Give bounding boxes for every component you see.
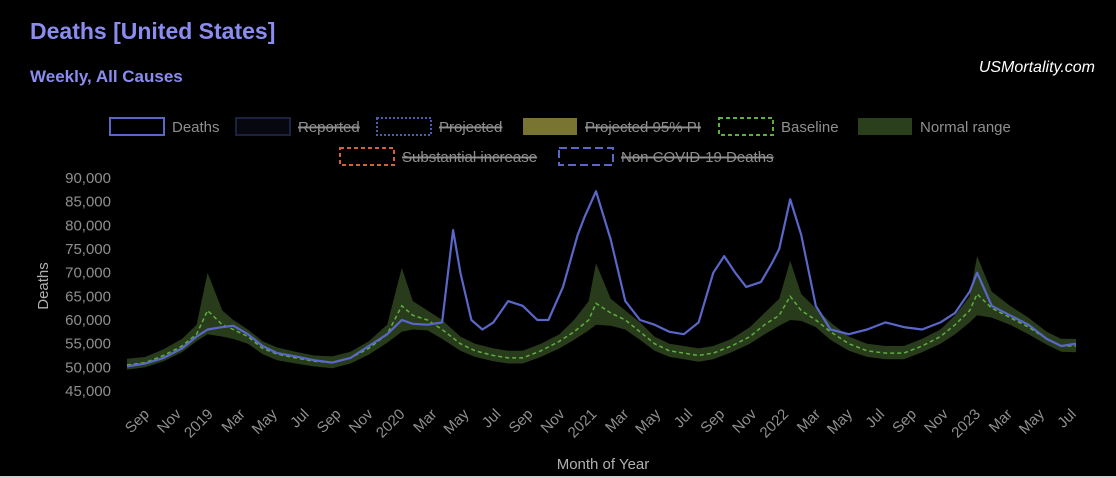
y-tick-label: 80,000 bbox=[65, 217, 111, 234]
x-tick-label: May bbox=[1016, 405, 1048, 437]
x-tick-label: 2019 bbox=[181, 406, 217, 442]
legend-swatch bbox=[339, 147, 395, 166]
x-tick-label: Nov bbox=[154, 405, 185, 436]
deaths-line bbox=[126, 190, 1077, 368]
legend-label: Normal range bbox=[920, 119, 1011, 136]
x-tick-label: Nov bbox=[729, 405, 760, 436]
legend-swatch bbox=[858, 118, 912, 135]
y-tick-label: 60,000 bbox=[65, 312, 111, 329]
legend: Deaths Reported Projected Projected 95% PI B… bbox=[109, 117, 1011, 166]
normal-range-band-group bbox=[127, 256, 1076, 370]
deaths-line-group bbox=[126, 190, 1077, 368]
x-tick-label: Mar bbox=[986, 406, 1016, 436]
x-tick-label: Sep bbox=[314, 406, 345, 437]
x-tick-label: 2020 bbox=[373, 406, 409, 442]
x-tick-label: Mar bbox=[410, 406, 440, 436]
x-tick-label: 2022 bbox=[757, 406, 793, 442]
x-tick-label: Nov bbox=[346, 405, 377, 436]
x-tick-label: Sep bbox=[889, 406, 920, 437]
y-tick-label: 75,000 bbox=[65, 241, 111, 258]
x-tick-label: Mar bbox=[602, 406, 632, 436]
site-watermark: USMortality.com bbox=[978, 59, 1095, 76]
x-tick-label: May bbox=[632, 405, 664, 437]
x-tick-label: Sep bbox=[697, 406, 728, 437]
x-tick-label: May bbox=[824, 405, 856, 437]
x-axis-title: Month of Year bbox=[557, 456, 650, 473]
x-tick-label: Jul bbox=[479, 406, 505, 432]
x-tick-label: Sep bbox=[122, 406, 153, 437]
chart-subtitle: Weekly, All Causes bbox=[30, 67, 183, 86]
x-tick-label: Jul bbox=[862, 406, 888, 432]
y-tick-label: 90,000 bbox=[65, 170, 111, 187]
normal-range-band bbox=[127, 256, 1076, 370]
x-tick-label: Jul bbox=[1054, 406, 1080, 432]
x-tick-label: Nov bbox=[538, 405, 569, 436]
x-tick-label: 2023 bbox=[948, 406, 984, 442]
y-tick-label: 50,000 bbox=[65, 359, 111, 376]
chart-title: Deaths [United States] bbox=[30, 18, 276, 44]
x-tick-label: Nov bbox=[921, 405, 952, 436]
x-tick-label: 2021 bbox=[565, 406, 601, 442]
x-tick-label: Sep bbox=[506, 406, 537, 437]
y-axis-title: Deaths bbox=[35, 262, 52, 310]
y-tick-label: 85,000 bbox=[65, 194, 111, 211]
x-tick-label: Jul bbox=[287, 406, 313, 432]
legend-swatch bbox=[718, 117, 774, 136]
x-tick-label: Jul bbox=[671, 406, 697, 432]
legend-swatch bbox=[376, 117, 432, 136]
legend-swatch bbox=[558, 147, 614, 166]
y-tick-label: 70,000 bbox=[65, 265, 111, 282]
legend-swatch bbox=[523, 118, 577, 135]
bottom-divider bbox=[0, 476, 1116, 478]
x-tick-label: May bbox=[440, 405, 472, 437]
legend-swatch bbox=[109, 117, 165, 136]
y-tick-label: 65,000 bbox=[65, 288, 111, 305]
legend-swatch bbox=[235, 117, 291, 136]
x-tick-label: May bbox=[249, 405, 281, 437]
x-tick-label: Mar bbox=[218, 406, 248, 436]
y-tick-label: 55,000 bbox=[65, 336, 111, 353]
legend-label: Deaths bbox=[172, 119, 220, 136]
y-axis: 90,000 85,000 80,000 75,000 70,000 65,000 60,0… bbox=[65, 170, 111, 400]
y-tick-label: 45,000 bbox=[65, 383, 111, 400]
x-tick-label: Mar bbox=[794, 406, 824, 436]
legend-label: Baseline bbox=[781, 119, 839, 136]
